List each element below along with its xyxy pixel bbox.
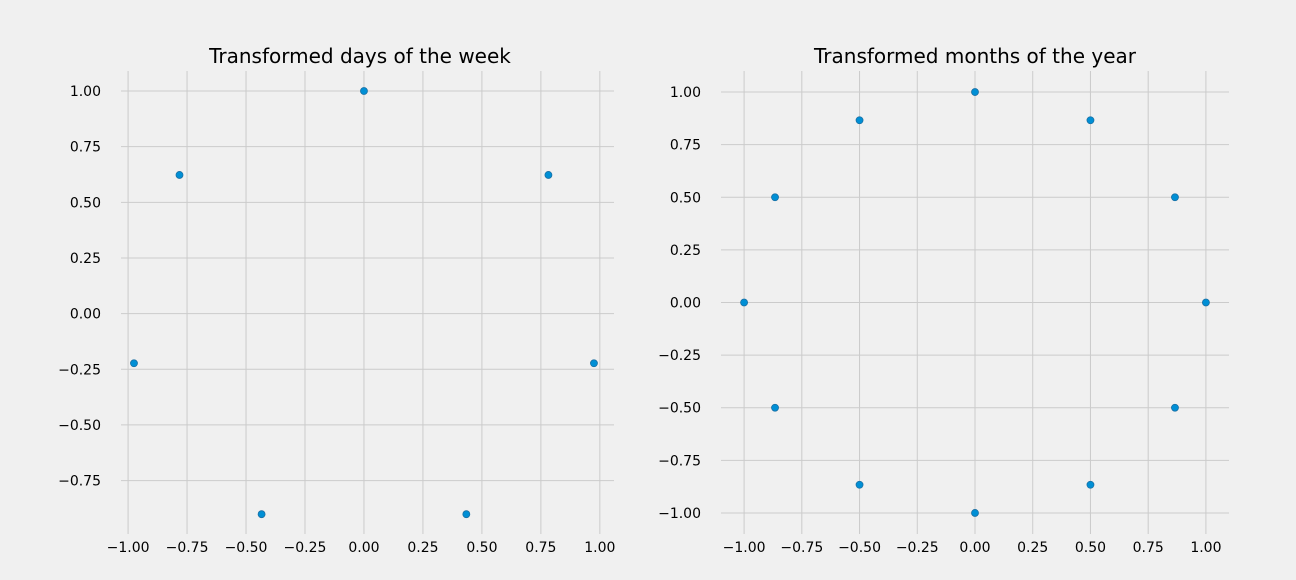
x-tick-label: 0.75 [525,540,556,556]
tick-labels: −1.00 −0.75 −0.50 −0.25 0.00 0.25 0.50 0.75 1.00… [58,84,615,556]
scatter-point [462,510,471,519]
y-tick-label: −0.75 [658,453,701,469]
x-tick-label: −1.00 [107,540,150,556]
scatter-point [590,359,598,368]
scatter-point [1171,193,1179,202]
scatter-point [1171,403,1179,412]
y-tick-label: −0.25 [658,348,701,364]
y-tick-label: −0.75 [58,474,101,490]
data-points [130,87,598,519]
data-points [740,88,1210,517]
x-tick-label: −0.50 [225,540,268,556]
scatter-point [1202,298,1210,307]
chart-title: Transformed months of the year [813,44,1137,68]
x-tick-label: 0.25 [407,540,438,556]
y-tick-label: 0.50 [670,190,701,206]
y-tick-label: 0.75 [670,138,701,154]
scatter-point [771,403,779,412]
chart-title: Transformed days of the week [208,44,511,68]
scatter-point [257,510,266,519]
scatter-point [971,88,979,96]
y-tick-label: 0.75 [70,140,101,156]
scatter-point [544,171,553,179]
x-tick-label: 0.50 [1075,540,1106,556]
scatter-point [130,359,138,368]
y-tick-label: −0.25 [58,362,101,378]
x-tick-label: 0.75 [1133,540,1164,556]
y-tick-label: 0.00 [70,307,101,323]
scatter-point [175,171,184,179]
grid [721,71,1229,534]
y-tick-label: −0.50 [658,401,701,417]
x-tick-label: 1.00 [1190,540,1221,556]
days-of-week-chart: Transformed days of the week −1.00 −0.75−… [58,44,615,556]
y-tick-label: 0.00 [670,296,701,312]
x-tick-label: −0.75 [166,540,209,556]
x-tick-label: 1.00 [584,540,615,556]
scatter-point [1086,480,1095,489]
tick-labels: −1.00 −0.75 −0.50 −0.25 0.00 0.25 0.50 0.75 1.00… [658,85,1221,556]
y-tick-label: −0.50 [58,418,101,434]
x-tick-label: 0.00 [959,540,990,556]
scatter-point [855,480,864,489]
x-tick-label: 0.00 [348,540,379,556]
x-tick-label: −0.25 [896,540,939,556]
scatter-point [855,116,864,125]
scatter-point [771,193,779,202]
scatter-point [971,509,979,517]
grid [121,71,614,534]
y-tick-label: 1.00 [70,84,101,100]
y-tick-label: 1.00 [670,85,701,101]
y-tick-label: 0.25 [70,251,101,267]
x-tick-label: 0.50 [466,540,497,556]
x-tick-label: −0.25 [284,540,327,556]
scatter-point [360,87,368,95]
x-tick-label: −1.00 [723,540,766,556]
months-of-year-chart: Transformed months of the year −1.00 −0.7… [658,44,1229,556]
x-tick-label: −0.75 [780,540,823,556]
scatter-point [1086,116,1095,125]
y-tick-label: −1.00 [658,506,701,522]
y-tick-label: 0.25 [670,243,701,259]
x-tick-label: 0.25 [1017,540,1048,556]
x-tick-label: −0.50 [838,540,881,556]
scatter-point [740,298,748,307]
y-tick-label: 0.50 [70,195,101,211]
